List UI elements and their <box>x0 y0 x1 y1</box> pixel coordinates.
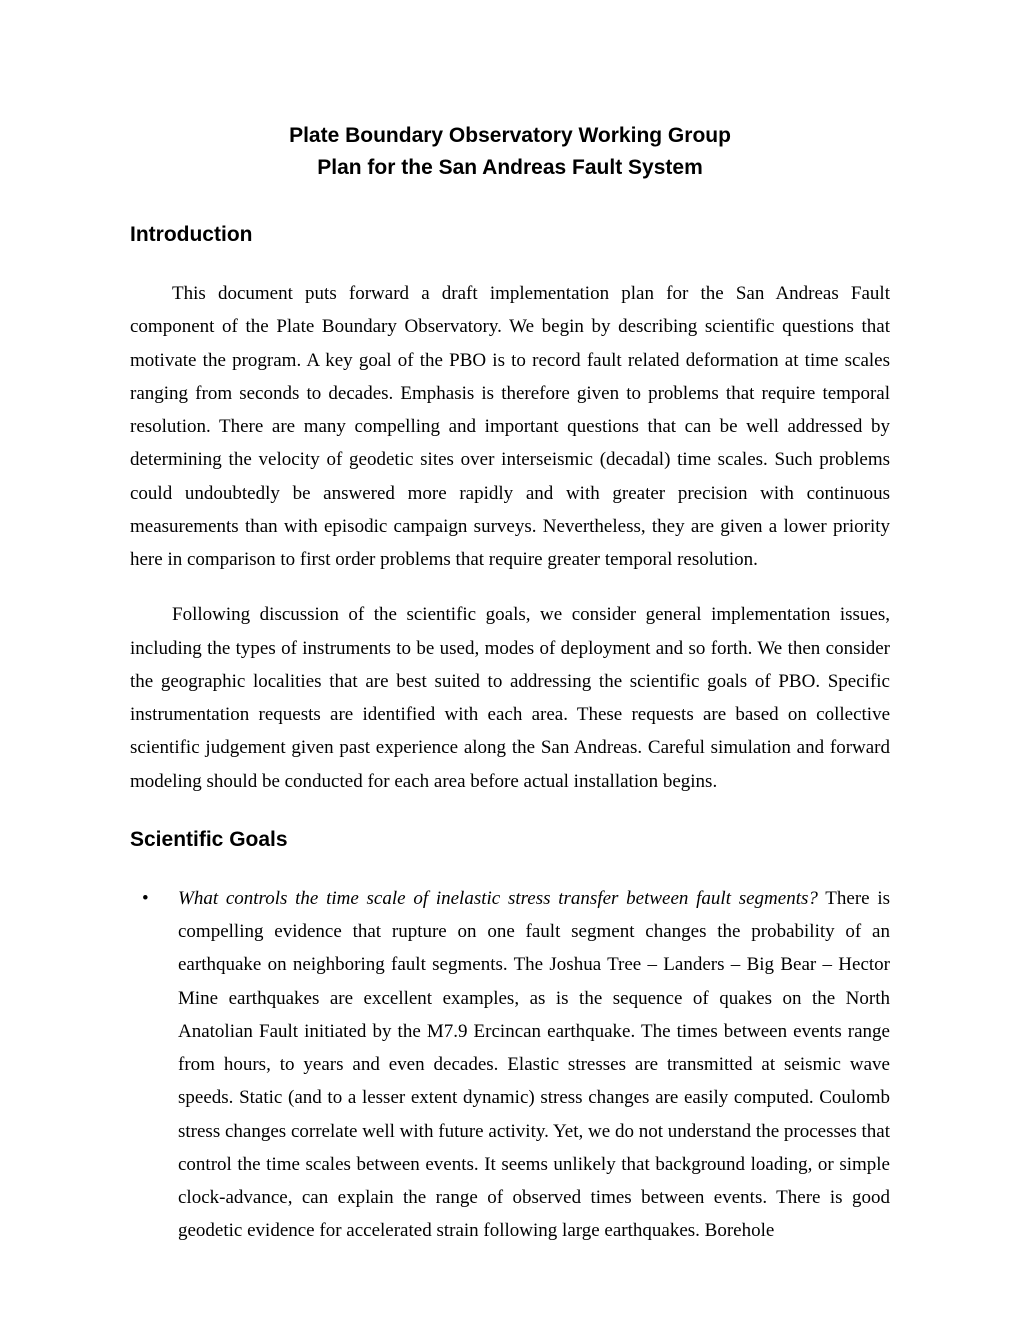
title-block: Plate Boundary Observatory Working Group… <box>130 120 890 183</box>
scientific-goals-list: What controls the time scale of inelasti… <box>130 882 890 1248</box>
introduction-para-1: This document puts forward a draft imple… <box>130 277 890 576</box>
title-line-1: Plate Boundary Observatory Working Group <box>130 120 890 152</box>
title-line-2: Plan for the San Andreas Fault System <box>130 152 890 184</box>
document-page: Plate Boundary Observatory Working Group… <box>0 0 1020 1248</box>
goal-question: What controls the time scale of inelasti… <box>178 888 818 909</box>
section-heading-scientific-goals: Scientific Goals <box>130 828 890 852</box>
scientific-goal-item: What controls the time scale of inelasti… <box>130 882 890 1248</box>
introduction-para-2: Following discussion of the scientific g… <box>130 598 890 798</box>
goal-body: There is compelling evidence that ruptur… <box>178 888 890 1242</box>
section-heading-introduction: Introduction <box>130 223 890 247</box>
